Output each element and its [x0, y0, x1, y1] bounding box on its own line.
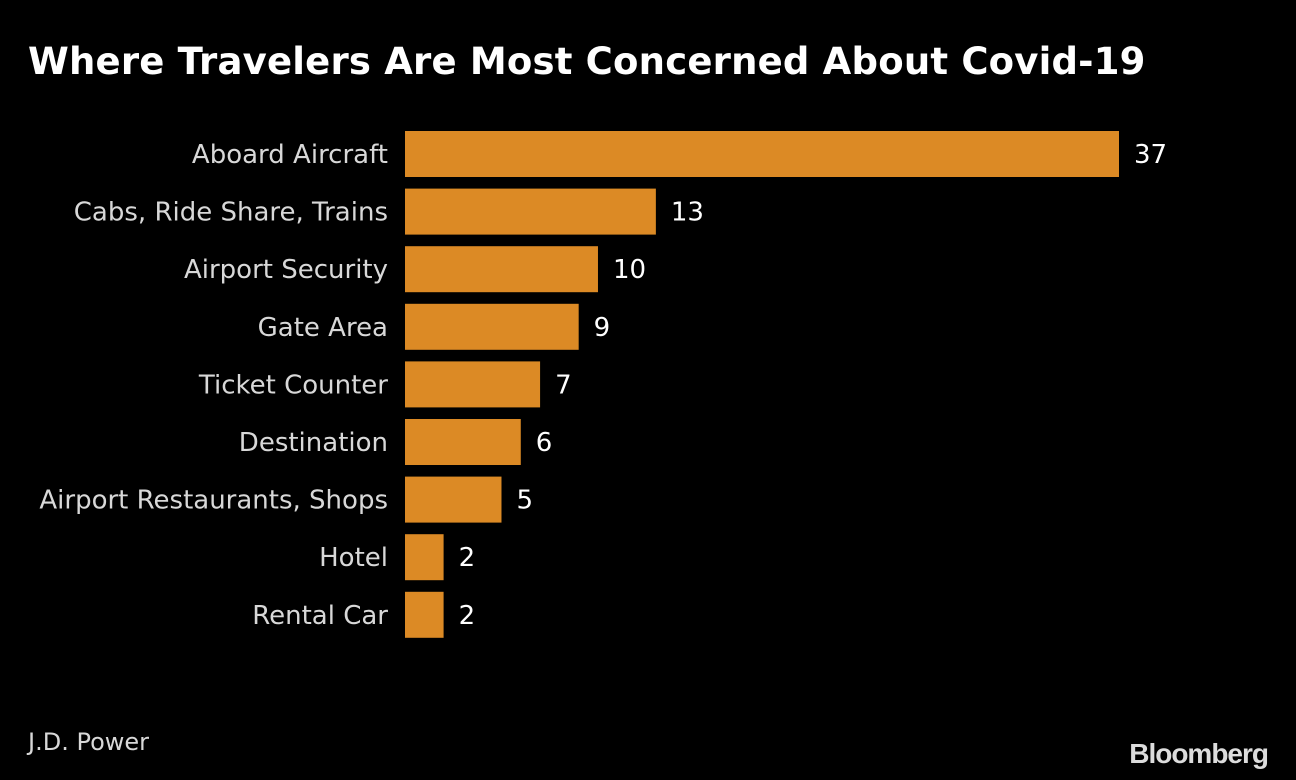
bar [405, 534, 444, 581]
bar [405, 246, 598, 293]
data-label: 13 [671, 198, 704, 228]
category-label: Aboard Aircraft [192, 140, 388, 170]
data-label: 9 [594, 313, 611, 343]
category-label: Gate Area [258, 313, 388, 343]
category-label: Rental Car [252, 601, 388, 631]
data-label: 2 [459, 543, 476, 573]
source-note: J.D. Power [28, 728, 150, 756]
category-label: Airport Security [184, 255, 388, 285]
bar [405, 188, 656, 235]
data-label: 6 [536, 428, 553, 458]
data-label: 2 [459, 601, 476, 631]
bar [405, 131, 1119, 177]
bar [405, 591, 444, 638]
data-label: 10 [613, 255, 646, 285]
category-label: Hotel [319, 543, 388, 573]
category-label: Cabs, Ride Share, Trains [74, 198, 388, 228]
category-label: Destination [239, 428, 388, 458]
data-label: 37 [1134, 140, 1167, 170]
category-label: Ticket Counter [198, 370, 388, 400]
bar [405, 361, 541, 408]
bloomberg-logo: Bloomberg [1129, 738, 1269, 769]
bar [405, 476, 502, 523]
data-label: 7 [555, 370, 572, 400]
data-label: 5 [516, 486, 533, 516]
bar [405, 303, 579, 350]
bar [405, 419, 521, 465]
category-label: Airport Restaurants, Shops [39, 486, 388, 516]
chart-title: Where Travelers Are Most Concerned About… [28, 40, 1146, 83]
